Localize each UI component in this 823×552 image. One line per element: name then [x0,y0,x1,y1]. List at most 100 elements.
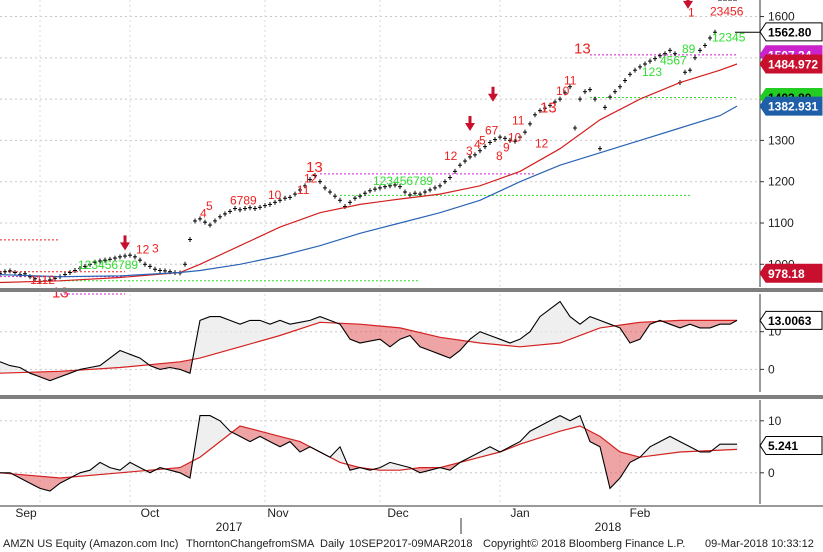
band-fill [50,371,52,381]
band-fill [286,437,288,444]
band-fill [402,465,404,470]
sequential-count: 9 [503,141,510,155]
band-fill [546,310,548,345]
band-fill [136,465,138,472]
signal-line [0,319,737,374]
band-fill [392,462,394,471]
band-fill [252,320,254,344]
band-fill [688,320,690,325]
band-fill [38,476,40,489]
band-fill [636,322,638,341]
x-month-label: Sep [15,506,37,520]
band-fill [676,439,678,453]
sequential-count: 13 [306,159,323,176]
band-fill [170,362,172,368]
band-fill [476,333,478,343]
band-fill [578,415,580,427]
band-fill [500,339,502,346]
band-fill [490,335,492,345]
band-fill [272,322,274,338]
band-fill [424,467,426,472]
band-fill [570,316,572,340]
band-fill [528,431,530,442]
band-fill [238,426,240,437]
band-fill [260,320,262,342]
band-fill [728,444,730,450]
band-fill [552,418,554,434]
band-fill [638,322,640,340]
band-fill [450,338,452,359]
band-fill [296,322,298,331]
band-fill [598,435,600,447]
band-fill [56,477,58,487]
band-fill [658,441,660,455]
sequential-count: 8 [496,149,503,163]
band-fill [678,320,680,328]
band-fill [186,360,188,373]
band-fill [544,422,546,437]
x-month-label: Oct [141,506,160,520]
panel-divider [0,395,823,399]
band-fill [398,327,400,341]
band-fill [270,433,272,443]
band-fill [286,322,288,334]
band-fill [706,320,708,328]
band-fill [98,462,100,475]
band-fill [230,320,232,350]
band-fill [178,361,180,370]
band-fill [564,417,566,431]
band-fill [388,462,390,471]
band-fill [448,465,450,471]
sequential-count: 89 [682,42,696,56]
band-fill [352,465,354,470]
band-fill [30,475,32,485]
band-fill [214,417,216,447]
band-fill [722,444,724,451]
band-fill [252,429,254,441]
band-fill [524,334,526,347]
sequential-count: 4 [474,138,481,152]
signal-line [0,425,738,479]
panel-divider [0,288,823,292]
band-fill [458,339,460,353]
band-fill [210,415,212,450]
band-fill [304,443,306,450]
band-fill [408,329,410,337]
band-fill [724,444,726,450]
band-fill [202,415,204,456]
band-fill [388,326,390,347]
band-fill [694,320,696,327]
band-fill [174,362,176,369]
band-fill [626,453,628,469]
band-fill [536,427,538,439]
band-fill [390,326,392,347]
band-fill [254,320,256,343]
band-fill [474,334,476,343]
band-fill [350,465,352,471]
band-fill [200,319,202,359]
band-fill [440,337,442,356]
band-fill [680,441,682,452]
band-fill [26,475,28,483]
band-fill [314,318,316,325]
last-value-tag [759,54,823,74]
band-fill [278,320,280,337]
band-fill [446,465,448,470]
band-fill [686,320,688,326]
band-fill [196,428,198,460]
sequential-count: 1 [688,6,695,20]
band-fill [660,440,662,455]
band-fill [618,450,620,481]
sequential-count: 3 [152,242,159,256]
band-fill [80,472,82,477]
band-fill [32,475,34,486]
band-fill [254,429,256,440]
band-fill [416,331,418,345]
band-fill [650,445,652,456]
band-fill [530,430,532,441]
sequential-count: 5 [479,134,486,148]
band-fill [590,431,592,443]
band-fill [460,340,462,351]
band-fill [482,449,484,457]
band-fill [180,361,182,371]
